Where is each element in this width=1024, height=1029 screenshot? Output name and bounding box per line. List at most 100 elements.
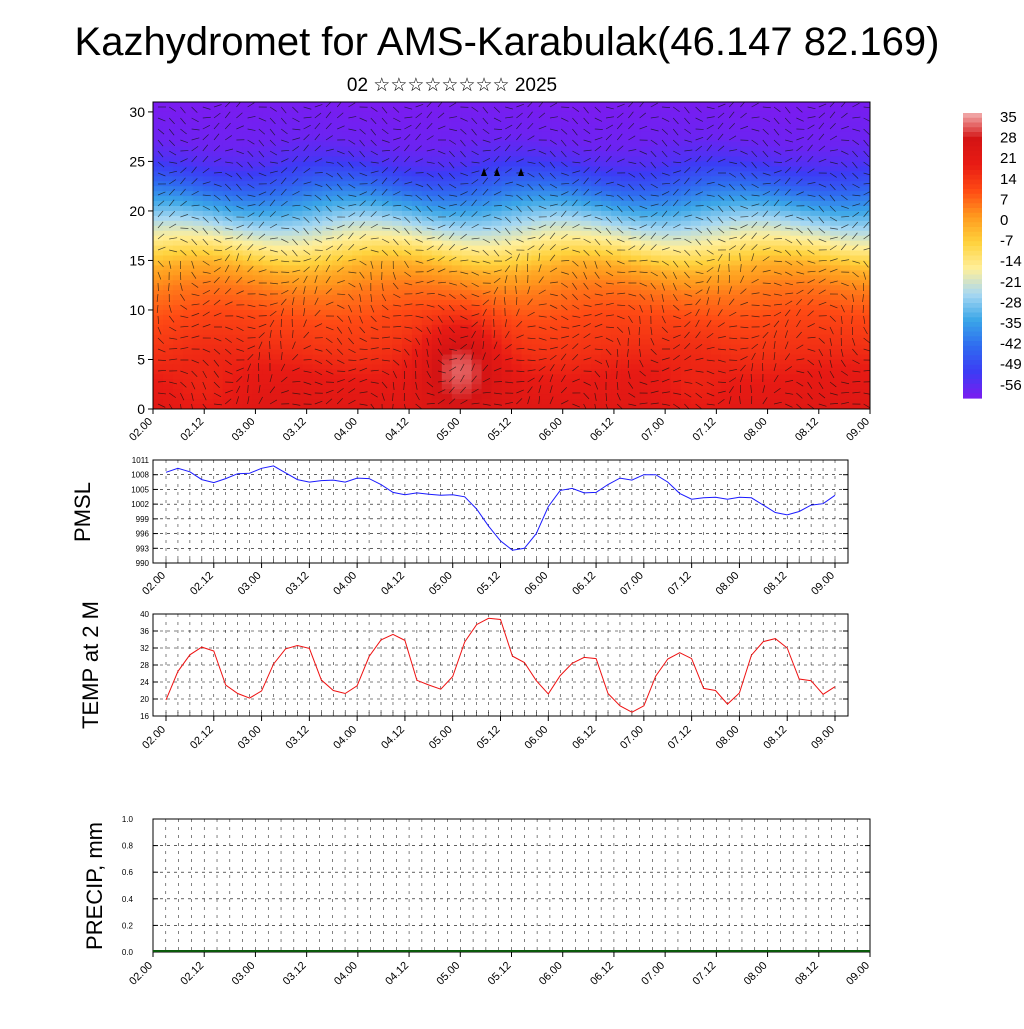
heatmap-cell <box>721 384 732 390</box>
heatmap-cell <box>372 256 383 262</box>
heatmap-cell <box>681 102 692 108</box>
heatmap-cell <box>621 310 632 316</box>
heatmap-cell <box>173 127 184 133</box>
heatmap-cell <box>810 330 821 336</box>
heatmap-cell <box>332 364 343 370</box>
heatmap-cell <box>780 191 791 197</box>
heatmap-cell <box>173 176 184 182</box>
heatmap-cell <box>770 379 781 385</box>
heatmap-cell <box>621 300 632 306</box>
heatmap-cell <box>253 241 264 247</box>
heatmap-cell <box>203 241 214 247</box>
heatmap-cell <box>173 310 184 316</box>
heatmap-cell <box>452 246 463 252</box>
heatmap-cell <box>352 161 363 167</box>
heatmap-cell <box>711 117 722 123</box>
heatmap-cell <box>581 176 592 182</box>
heatmap-cell <box>790 102 801 108</box>
heatmap-cell <box>531 256 542 262</box>
heatmap-cell <box>312 260 323 266</box>
heatmap-cell <box>701 399 712 405</box>
heatmap-cell <box>820 265 831 271</box>
heatmap-cell <box>392 256 403 262</box>
heatmap-cell <box>372 350 383 356</box>
heatmap-cell <box>253 216 264 222</box>
heatmap-cell <box>322 122 333 128</box>
heatmap-cell <box>691 369 702 375</box>
heatmap-cell <box>751 285 762 291</box>
heatmap-cell <box>701 330 712 336</box>
heatmap-cell <box>432 330 443 336</box>
heatmap-cell <box>531 127 542 133</box>
heatmap-cell <box>173 231 184 237</box>
heatmap-cell <box>551 156 562 162</box>
heatmap-cell <box>223 241 234 247</box>
heatmap-cell <box>800 112 811 118</box>
heatmap-cell <box>292 112 303 118</box>
heatmap-cell <box>661 196 672 202</box>
heatmap-cell <box>243 275 254 281</box>
heatmap-cell <box>462 369 473 375</box>
heatmap-cell <box>382 350 393 356</box>
heatmap-cell <box>352 320 363 326</box>
heatmap-cell <box>282 330 293 336</box>
heatmap-cell <box>312 300 323 306</box>
heatmap-cell <box>711 340 722 346</box>
heatmap-cell <box>412 221 423 227</box>
heatmap-cell <box>382 295 393 301</box>
heatmap-cell <box>243 340 254 346</box>
heatmap-cell <box>790 147 801 153</box>
heatmap-cell <box>442 260 453 266</box>
heatmap-cell <box>332 310 343 316</box>
heatmap-cell <box>362 241 373 247</box>
heatmap-cell <box>731 389 742 395</box>
heatmap-cell <box>392 142 403 148</box>
heatmap-cell <box>601 275 612 281</box>
heatmap-cell <box>263 275 274 281</box>
heatmap-cell <box>233 127 244 133</box>
heatmap-cell <box>382 399 393 405</box>
heatmap-cell <box>193 384 204 390</box>
heatmap-cell <box>790 211 801 217</box>
heatmap-cell <box>681 315 692 321</box>
heatmap-cell <box>223 374 234 380</box>
heatmap-cell <box>651 196 662 202</box>
heatmap-cell <box>581 335 592 341</box>
heatmap-cell <box>621 211 632 217</box>
heatmap-cell <box>292 241 303 247</box>
heatmap-cell <box>611 156 622 162</box>
heatmap-cell <box>492 335 503 341</box>
heatmap-cell <box>830 241 841 247</box>
heatmap-cell <box>253 384 264 390</box>
heatmap-cell <box>362 340 373 346</box>
heatmap-cell <box>651 231 662 237</box>
heatmap-cell <box>850 166 861 172</box>
heatmap-cell <box>611 221 622 227</box>
heatmap-cell <box>571 112 582 118</box>
heatmap-cell <box>721 265 732 271</box>
heatmap-cell <box>551 216 562 222</box>
heatmap-cell <box>621 251 632 257</box>
heatmap-cell <box>183 290 194 296</box>
heatmap-cell <box>671 359 682 365</box>
heatmap-cell <box>701 161 712 167</box>
heatmap-cell <box>422 394 433 400</box>
heatmap-cell <box>292 280 303 286</box>
heatmap-cell <box>751 127 762 133</box>
heatmap-cell <box>820 345 831 351</box>
heatmap-cell <box>661 265 672 271</box>
heatmap-cell <box>621 340 632 346</box>
heatmap-cell <box>362 112 373 118</box>
heatmap-cell <box>820 221 831 227</box>
heatmap-cell <box>741 320 752 326</box>
heatmap-cell <box>701 379 712 385</box>
heatmap-cell <box>631 191 642 197</box>
heatmap-cell <box>561 275 572 281</box>
heatmap-cell <box>263 285 274 291</box>
heatmap-cell <box>810 166 821 172</box>
heatmap-cell <box>312 201 323 207</box>
heatmap-cell <box>352 142 363 148</box>
heatmap-cell <box>203 325 214 331</box>
heatmap-cell <box>173 320 184 326</box>
